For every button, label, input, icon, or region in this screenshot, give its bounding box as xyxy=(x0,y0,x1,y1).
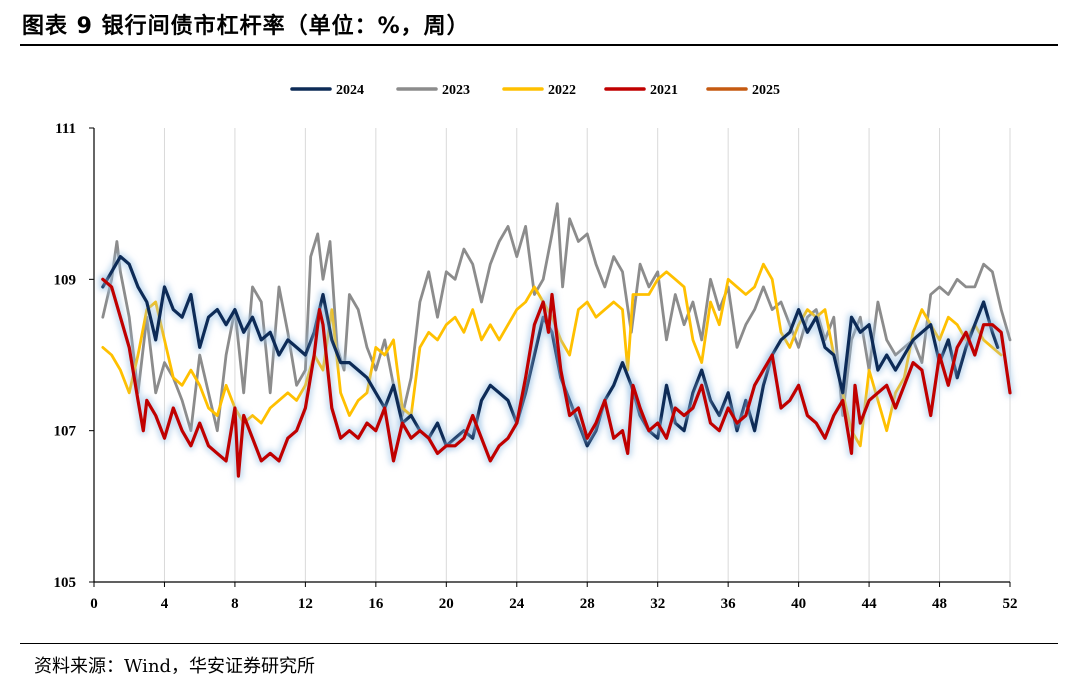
legend-label: 2023 xyxy=(442,83,470,98)
legend: 2024 2023 2022 2021 2025 xyxy=(290,83,780,98)
x-tick-label: 8 xyxy=(231,596,239,612)
y-tick-label: 107 xyxy=(54,424,77,440)
series-line-2021 xyxy=(101,277,1012,478)
x-tick-label: 36 xyxy=(721,596,737,612)
x-tick-label: 52 xyxy=(1003,596,1018,612)
x-tick-label: 4 xyxy=(161,596,169,612)
y-tick-label: 111 xyxy=(55,121,76,137)
source-rule xyxy=(20,643,1058,644)
legend-item-2022: 2022 xyxy=(502,83,576,98)
x-tick-label: 32 xyxy=(650,596,665,612)
legend-label: 2025 xyxy=(752,83,780,98)
x-tick-label: 48 xyxy=(932,596,947,612)
x-tick-label: 20 xyxy=(439,596,454,612)
x-tick-label: 40 xyxy=(791,596,806,612)
x-tick-label: 0 xyxy=(90,596,98,612)
x-tick-label: 44 xyxy=(862,596,878,612)
legend-item-2023: 2023 xyxy=(396,83,470,98)
x-tick-label: 12 xyxy=(298,596,313,612)
legend-label: 2022 xyxy=(548,83,576,98)
axes xyxy=(89,127,1011,587)
x-tick-label: 24 xyxy=(509,596,525,612)
legend-item-2025: 2025 xyxy=(706,83,780,98)
legend-item-2021: 2021 xyxy=(604,83,678,98)
title-rule xyxy=(20,44,1058,46)
source-note: 资料来源：Wind，华安证券研究所 xyxy=(34,656,316,677)
x-tick-label: 16 xyxy=(368,596,384,612)
legend-label: 2021 xyxy=(650,83,678,98)
legend-label: 2024 xyxy=(336,83,364,98)
x-axis-ticks: 0 4 8 12 16 20 24 28 32 36 40 44 48 52 xyxy=(90,596,1017,612)
y-axis-ticks: 105 107 109 111 xyxy=(54,121,77,591)
series-lines xyxy=(98,202,1015,481)
y-tick-label: 109 xyxy=(54,272,77,288)
x-tick-label: 28 xyxy=(580,596,595,612)
y-tick-label: 105 xyxy=(54,575,77,591)
grid-lines xyxy=(163,128,1011,582)
legend-item-2024: 2024 xyxy=(290,83,364,98)
chart-title: 图表 9 银行间债市杠杆率（单位：%，周） xyxy=(22,14,470,39)
